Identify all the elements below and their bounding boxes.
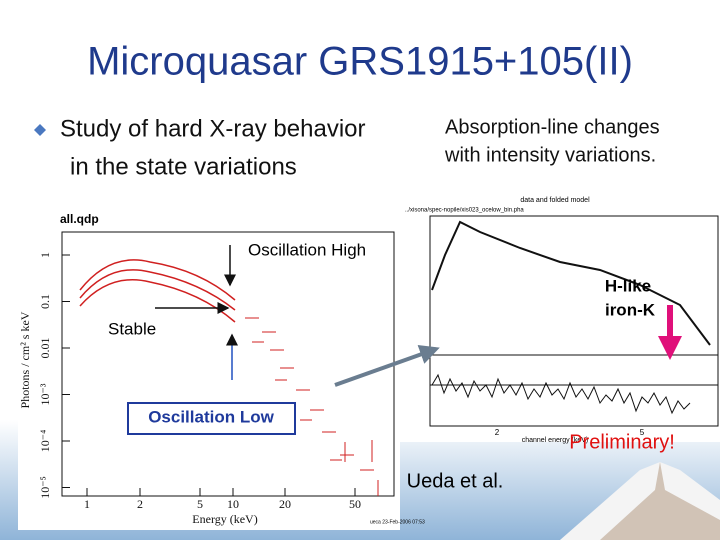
plot-name: all.qdp (60, 212, 99, 226)
y-tick-label: 1 (38, 252, 52, 258)
y-tick-label: 10⁻⁵ (38, 476, 52, 499)
label: Stable (108, 319, 156, 338)
mountain-shade (600, 462, 720, 540)
y-axis-label: Photons / cm² s keV (18, 311, 32, 408)
data-points (245, 317, 379, 496)
plot-bg (400, 192, 720, 442)
plot-header: data and folded model (520, 197, 590, 204)
label: iron-K (605, 300, 656, 319)
spectrum-curve (79, 279, 236, 323)
arrow (334, 344, 440, 387)
plot-path: ../xisona/spec-nopile/xis023_ocelow_bin.… (405, 208, 524, 214)
right-plot: data and folded model ../xisona/spec-nop… (400, 192, 720, 444)
y-tick-label: 10⁻³ (38, 383, 52, 405)
y-tick-label: 10⁻⁴ (38, 430, 52, 453)
bullet-icon (34, 124, 46, 136)
plot-frame (429, 215, 719, 427)
x-tick-label: 5 (197, 497, 203, 511)
y-tick-label: 0.1 (38, 294, 52, 309)
label: Ueda et al. (407, 470, 504, 492)
right-text: Absorption-line changes (445, 116, 660, 138)
label: H-like (605, 276, 651, 295)
label-box (127, 402, 296, 435)
x-tick-label: 20 (279, 497, 291, 511)
spectrum-curve (431, 220, 711, 346)
spectrum-curve (79, 269, 236, 311)
x-tick-label: 2 (495, 428, 500, 437)
title: Microquasar GRS1915+105(II) (87, 40, 633, 84)
x-axis-label: Energy (keV) (192, 512, 257, 526)
right-text: with intensity variations. (444, 144, 656, 166)
label: Oscillation Low (148, 407, 274, 426)
plot-footer: ueca 23-Feb-2006 07:53 (370, 519, 425, 525)
bullet-line: Study of hard X-ray behavior (60, 115, 366, 142)
label-bg (245, 240, 383, 262)
label: Oscillation High (248, 240, 366, 259)
x-tick-label: 5 (640, 428, 645, 437)
x-tick-label: 1 (84, 497, 90, 511)
spectrum-curve (79, 259, 236, 301)
x-tick-label: 50 (349, 497, 361, 511)
x-axis-label: channel energy (keV) (522, 437, 589, 444)
bullet-line: in the state variations (70, 153, 297, 180)
x-tick-label: 2 (137, 497, 143, 511)
x-tick-label: 10 (227, 497, 239, 511)
residuals (431, 373, 691, 415)
y-tick-label: 0.01 (38, 338, 52, 359)
label: Preliminary! (569, 431, 675, 453)
